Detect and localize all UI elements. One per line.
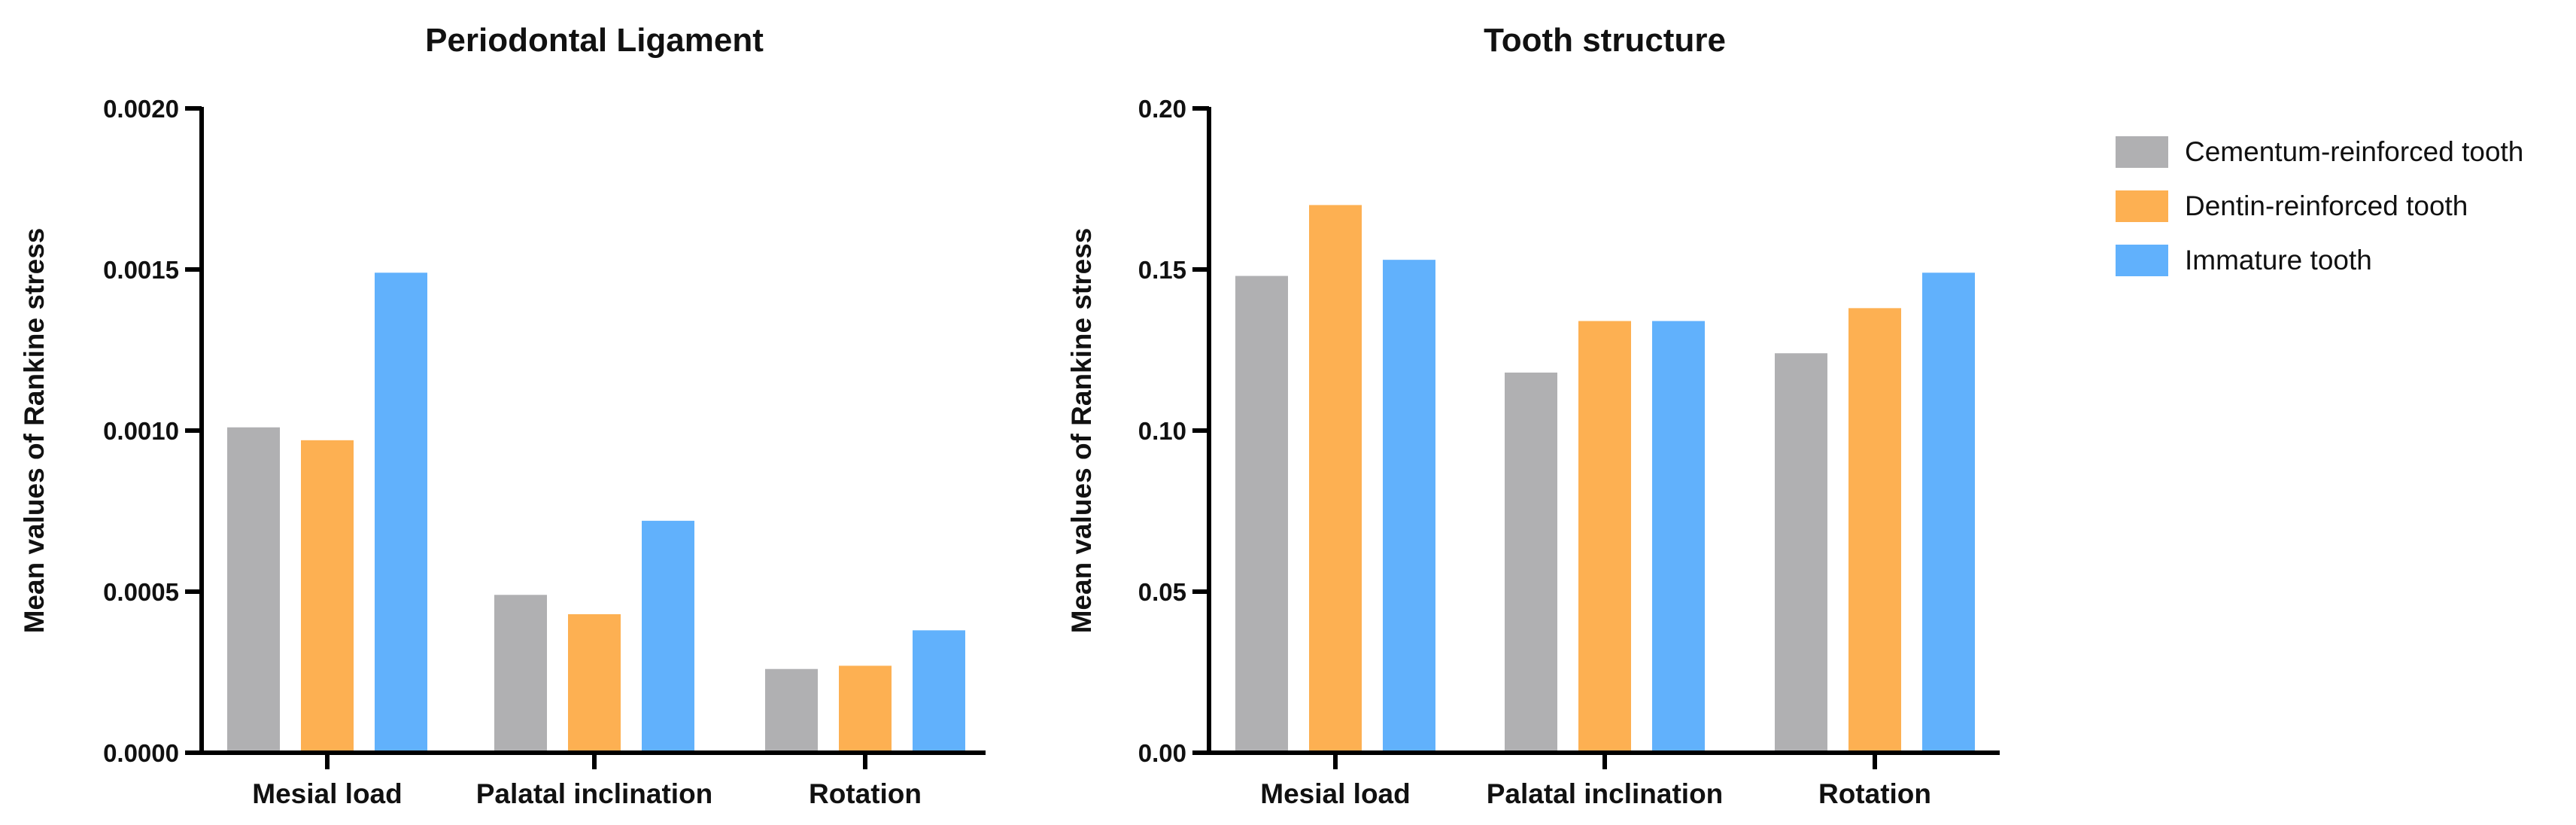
x-category-label: Mesial load [252,778,402,809]
legend-label: Dentin-reinforced tooth [2185,190,2468,221]
x-category-label: Mesial load [1260,778,1410,809]
legend-swatch [2116,245,2168,276]
y-tick-label: 0.0005 [103,578,179,606]
bar-cementum-reinforced-tooth-palatal-inclination [494,595,547,753]
chart-title: Tooth structure [1484,22,1726,59]
legend-label: Cementum-reinforced tooth [2185,136,2523,167]
chart-periodontal-ligament: Periodontal Ligament Mean values of Ranki… [19,22,986,809]
bar-dentin-reinforced-tooth-rotation [1848,308,1901,753]
bar-immature-tooth-palatal-inclination [1652,321,1705,753]
bar-cementum-reinforced-tooth-palatal-inclination [1505,372,1557,753]
x-category-label: Rotation [809,778,922,809]
bar-immature-tooth-palatal-inclination [642,520,694,753]
bar-dentin-reinforced-tooth-rotation [839,665,892,753]
y-tick-label: 0.0010 [103,417,179,445]
bar-cementum-reinforced-tooth-rotation [1775,353,1827,753]
y-tick-label: 0.05 [1138,578,1186,606]
y-axis-label: Mean values of Rankine stress [19,228,50,634]
x-category-label: Palatal inclination [476,778,713,809]
bar-dentin-reinforced-tooth-palatal-inclination [568,613,621,753]
bar-cementum-reinforced-tooth-mesial-load [1235,276,1288,753]
bar-immature-tooth-rotation [1922,272,1975,753]
legend-swatch [2116,136,2168,168]
bar-dentin-reinforced-tooth-mesial-load [301,440,354,753]
chart-tooth-structure: Tooth structure Mean values of Rankine st… [1066,22,2000,809]
y-tick-label: 0.0015 [103,256,179,284]
chart-title: Periodontal Ligament [425,22,764,59]
bar-cementum-reinforced-tooth-mesial-load [227,427,280,753]
bar-cementum-reinforced-tooth-rotation [765,668,818,753]
bar-immature-tooth-rotation [913,630,965,753]
legend: Cementum-reinforced tooth Dentin-reinforc… [2116,136,2523,276]
x-category-label: Palatal inclination [1487,778,1724,809]
y-tick-label: 0.15 [1138,256,1186,284]
bar-dentin-reinforced-tooth-palatal-inclination [1578,321,1631,753]
x-category-label: Rotation [1818,778,1931,809]
y-axis-label: Mean values of Rankine stress [1066,228,1097,634]
legend-swatch [2116,190,2168,222]
bar-immature-tooth-mesial-load [375,272,427,753]
bar-dentin-reinforced-tooth-mesial-load [1309,205,1362,753]
bar-immature-tooth-mesial-load [1383,260,1435,753]
y-tick-label: 0.20 [1138,95,1186,123]
y-tick-label: 0.0000 [103,739,179,767]
y-tick-label: 0.10 [1138,417,1186,445]
y-tick-label: 0.0020 [103,95,179,123]
legend-label: Immature tooth [2185,245,2372,276]
y-tick-label: 0.00 [1138,739,1186,767]
